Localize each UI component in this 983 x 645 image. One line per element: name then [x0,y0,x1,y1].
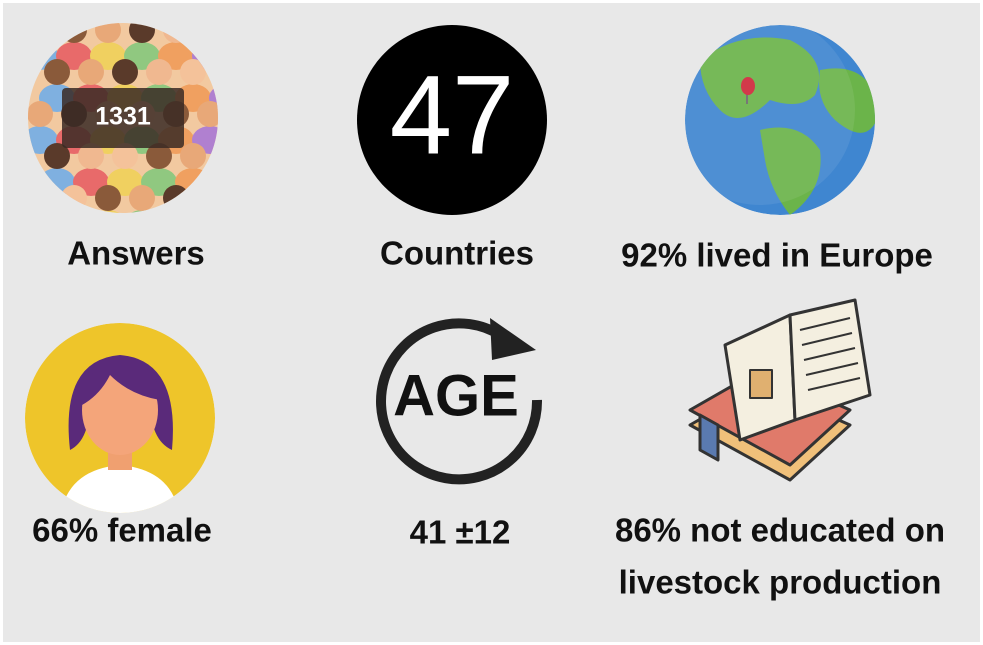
age-arrow [376,318,543,485]
crowd-person [129,185,155,211]
crowd-person [95,185,121,211]
tile-label: 41 ±12 [410,514,511,551]
pin-head [741,77,755,95]
crowd-person [180,143,206,169]
female-icon [25,323,215,513]
books-icon [688,298,872,482]
tile-label: livestock production [619,564,942,601]
crowd-person [78,59,104,85]
answers-count: 1331 [95,103,151,131]
crowd-person [146,59,172,85]
crowd-person [78,143,104,169]
tile-label: 92% lived in Europe [621,237,933,274]
countries-count: 47 [390,53,515,178]
countries-circle [357,25,547,215]
tile-label: 86% not educated on [615,512,945,549]
crowd-person [28,101,53,127]
crowd-person [44,59,70,85]
tile-label: Countries [380,235,534,272]
crowd-person [44,143,70,169]
crowd-person [197,101,218,127]
age-text: AGE [393,363,519,428]
globe-icon [685,25,875,215]
age-arrowhead [490,318,536,360]
tile-label: 66% female [32,512,212,549]
crowd-person [146,143,172,169]
crowd-person [112,59,138,85]
tile-label: Answers [67,235,205,272]
crowd-person [180,59,206,85]
crowd-person [112,143,138,169]
